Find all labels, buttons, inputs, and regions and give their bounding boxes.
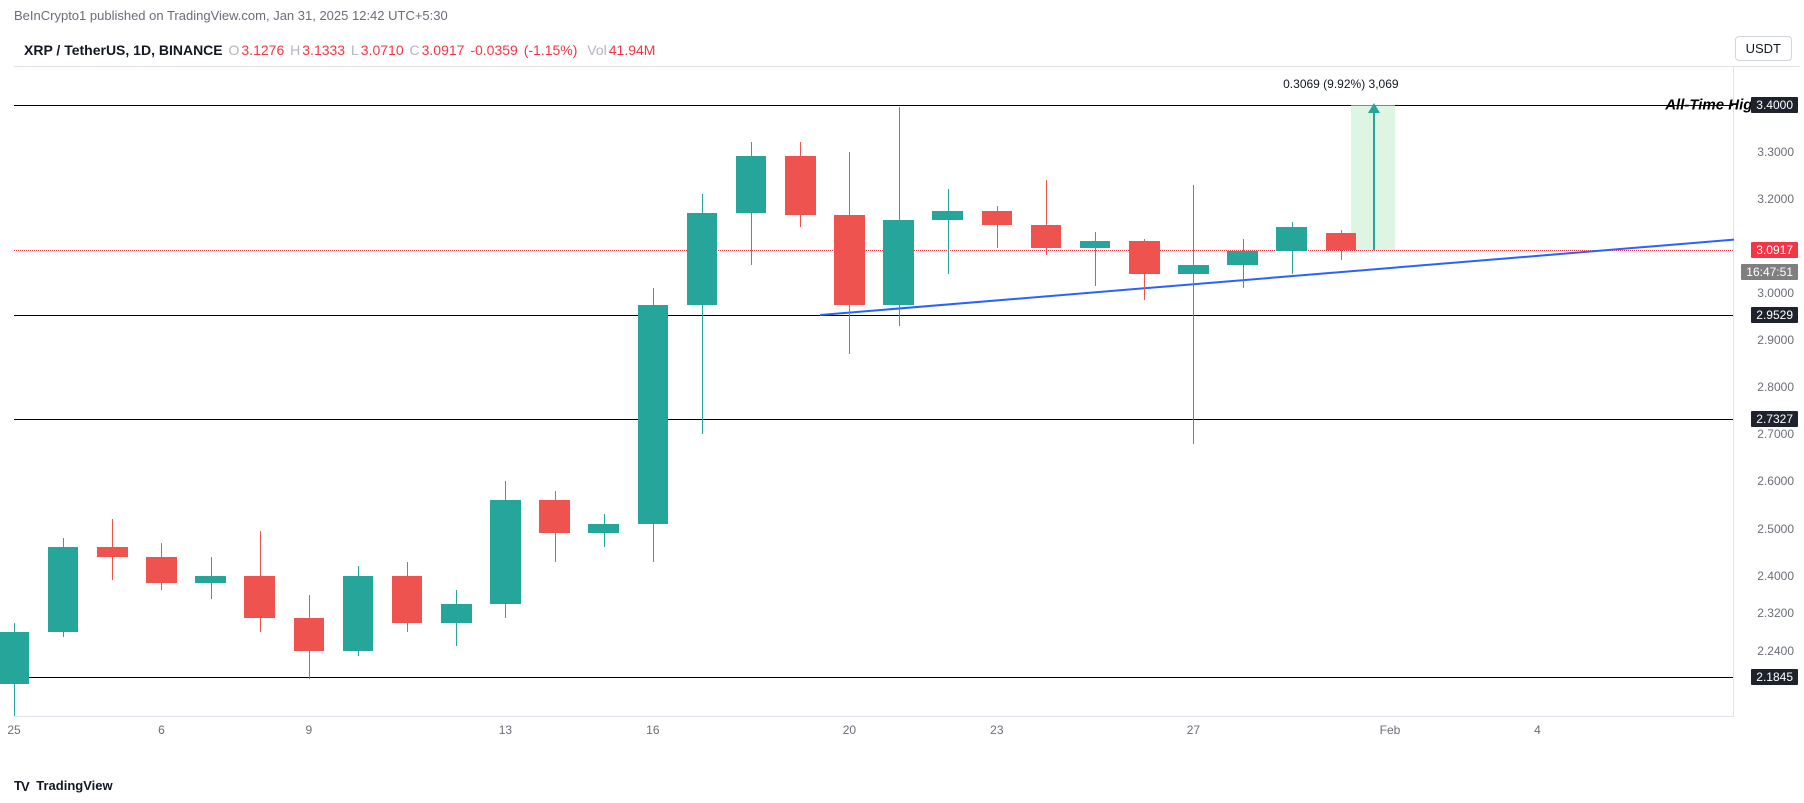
- publish-attribution: BeInCrypto1 published on TradingView.com…: [14, 8, 448, 23]
- candle[interactable]: [1326, 233, 1356, 250]
- candle[interactable]: [785, 156, 815, 215]
- price-axis-marker: 16:47:51: [1741, 264, 1798, 280]
- candle[interactable]: [441, 604, 471, 623]
- time-axis-label: 27: [1187, 723, 1200, 737]
- candle[interactable]: [1178, 265, 1208, 274]
- price-axis-label: 3.0000: [1757, 286, 1794, 300]
- chart-legend: XRP / TetherUS, 1D, BINANCE O3.1276 H3.1…: [24, 42, 657, 58]
- candle[interactable]: [1227, 251, 1257, 265]
- price-chart[interactable]: 0.3069 (9.92%) 3,069All-Time High: [14, 66, 1734, 716]
- candle[interactable]: [0, 632, 29, 684]
- ohlc-h-val: 3.1333: [302, 42, 345, 58]
- candle[interactable]: [490, 500, 520, 604]
- horizontal-level-line: [14, 105, 1733, 106]
- candle[interactable]: [982, 211, 1012, 225]
- time-axis-label: 16: [646, 723, 659, 737]
- ohlc-o-label: O: [229, 42, 240, 58]
- horizontal-level-line: [14, 315, 1733, 316]
- candle[interactable]: [883, 220, 913, 305]
- time-axis-label: Feb: [1380, 723, 1401, 737]
- time-axis-label: 9: [306, 723, 313, 737]
- ohlc-c-label: C: [410, 42, 420, 58]
- time-axis-label: 13: [499, 723, 512, 737]
- candle[interactable]: [687, 213, 717, 305]
- currency-toggle-button[interactable]: USDT: [1735, 36, 1792, 61]
- price-axis-label: 2.7000: [1757, 427, 1794, 441]
- vol-val: 41.94M: [609, 42, 656, 58]
- ohlc-o-val: 3.1276: [241, 42, 284, 58]
- time-axis-label: 23: [990, 723, 1003, 737]
- candle[interactable]: [834, 215, 864, 304]
- candle[interactable]: [392, 576, 422, 623]
- ohlc-h-label: H: [290, 42, 300, 58]
- candle[interactable]: [588, 524, 618, 533]
- price-axis-marker: 3.4000: [1751, 97, 1798, 113]
- price-axis-label: 3.2000: [1757, 192, 1794, 206]
- candle[interactable]: [294, 618, 324, 651]
- time-axis-label: 4: [1534, 723, 1541, 737]
- vol-label: Vol: [587, 42, 606, 58]
- price-axis-label: 2.4000: [1757, 569, 1794, 583]
- time-axis-label: 6: [158, 723, 165, 737]
- price-axis-marker: 3.0917: [1751, 242, 1798, 258]
- price-axis-label: 2.8000: [1757, 380, 1794, 394]
- candle[interactable]: [539, 500, 569, 533]
- ohlc-l-label: L: [351, 42, 359, 58]
- candle[interactable]: [97, 547, 127, 556]
- candle[interactable]: [1031, 225, 1061, 249]
- price-axis-marker: 2.9529: [1751, 307, 1798, 323]
- target-arrowhead-icon: [1368, 103, 1380, 113]
- candle[interactable]: [1276, 227, 1306, 251]
- candle[interactable]: [638, 305, 668, 524]
- candle[interactable]: [932, 211, 962, 220]
- candle[interactable]: [146, 557, 176, 583]
- symbol-name[interactable]: XRP / TetherUS, 1D, BINANCE: [24, 42, 223, 58]
- ohlc-chg-pct: (-1.15%): [524, 42, 578, 58]
- ohlc-chg-abs: -0.0359: [470, 42, 517, 58]
- price-axis-label: 2.3200: [1757, 606, 1794, 620]
- horizontal-level-line: [14, 419, 1733, 420]
- ohlc-l-val: 3.0710: [361, 42, 404, 58]
- price-axis-label: 2.2400: [1757, 644, 1794, 658]
- candle[interactable]: [48, 547, 78, 632]
- target-arrow: [1373, 105, 1375, 250]
- price-axis[interactable]: 3.3000 3.2000 3.0000 2.9000 2.8000 2.7000 2.60…: [1734, 66, 1800, 716]
- candle-wick: [1095, 232, 1096, 286]
- price-axis-label: 2.9000: [1757, 333, 1794, 347]
- tv-logo-icon: TV: [14, 778, 29, 793]
- ohlc-c-val: 3.0917: [422, 42, 465, 58]
- price-axis-marker: 2.1845: [1751, 669, 1798, 685]
- candle[interactable]: [1080, 241, 1110, 248]
- candle-wick: [948, 189, 949, 274]
- tradingview-screenshot: BeInCrypto1 published on TradingView.com…: [0, 0, 1804, 803]
- candle[interactable]: [736, 156, 766, 213]
- candle-wick: [1193, 185, 1194, 444]
- candle[interactable]: [343, 576, 373, 651]
- price-axis-label: 2.6000: [1757, 474, 1794, 488]
- tv-logo-text: TradingView: [36, 778, 112, 793]
- price-axis-label: 2.5000: [1757, 522, 1794, 536]
- candle[interactable]: [195, 576, 225, 583]
- time-axis-label: 20: [843, 723, 856, 737]
- time-axis[interactable]: 25691316202327Feb4: [14, 716, 1734, 746]
- time-axis-label: 25: [7, 723, 20, 737]
- candle[interactable]: [1129, 241, 1159, 274]
- horizontal-level-line: [14, 677, 1733, 678]
- price-axis-label: 3.3000: [1757, 145, 1794, 159]
- candle[interactable]: [244, 576, 274, 618]
- tradingview-logo[interactable]: TV TradingView: [14, 778, 113, 793]
- target-label: 0.3069 (9.92%) 3,069: [1283, 77, 1398, 91]
- current-price-line: [14, 250, 1733, 251]
- price-axis-marker: 2.7327: [1751, 411, 1798, 427]
